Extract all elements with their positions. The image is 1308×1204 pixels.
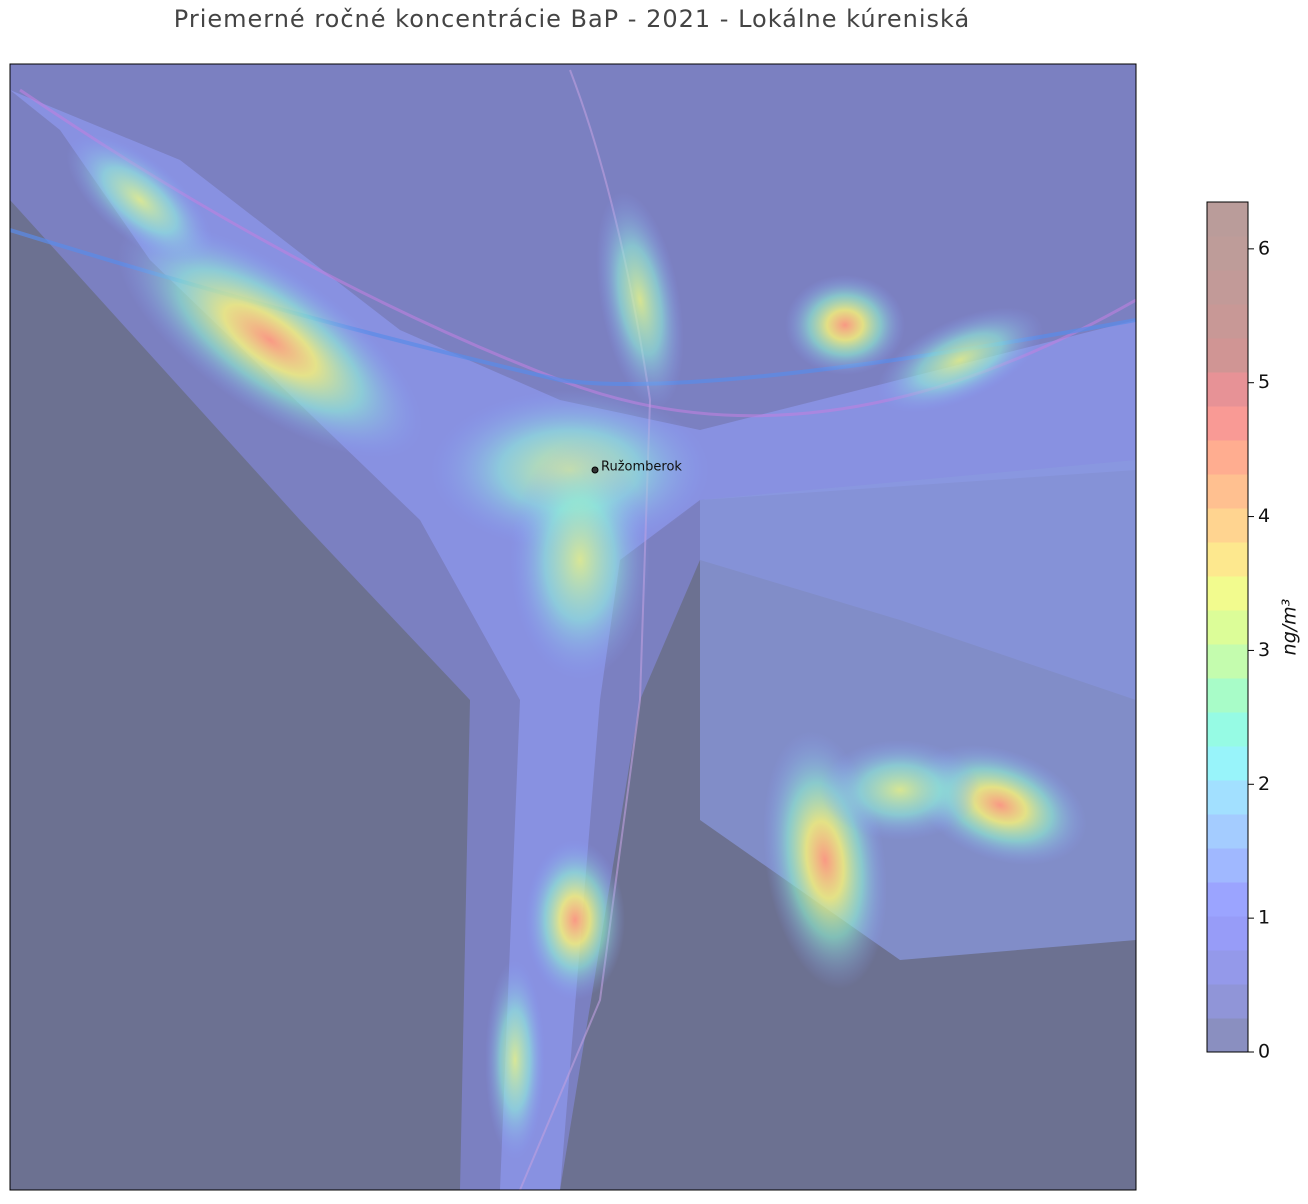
map-frame (9, 63, 1137, 1191)
colorbar-tick-label: 4 (1258, 505, 1270, 527)
colorbar-tick-label: 2 (1258, 773, 1270, 795)
colorbar-tick-label: 3 (1258, 639, 1270, 661)
colorbar-band (1207, 236, 1248, 271)
colorbar-band (1207, 712, 1248, 747)
colorbar-tick-label: 5 (1258, 371, 1270, 393)
colorbar-band (1207, 950, 1248, 985)
colorbar-band (1207, 406, 1248, 441)
colorbar-band (1207, 542, 1248, 577)
colorbar-band (1207, 372, 1248, 407)
colorbar-band (1207, 474, 1248, 509)
colorbar-band (1207, 508, 1248, 543)
colorbar-band (1207, 780, 1248, 815)
colorbar-band (1207, 610, 1248, 645)
colorbar-band (1207, 678, 1248, 713)
colorbar-tick-label: 1 (1258, 907, 1270, 929)
colorbar-frame (1206, 201, 1249, 1053)
colorbar-band (1207, 440, 1248, 475)
colorbar-band (1207, 746, 1248, 781)
colorbar-band (1207, 576, 1248, 611)
colorbar-band (1207, 338, 1248, 373)
colorbar-band (1207, 270, 1248, 305)
place-label: Ružomberok (601, 460, 682, 475)
colorbar-tick-label: 6 (1258, 237, 1270, 259)
map-title: Priemerné ročné koncentrácie BaP - 2021 … (174, 5, 970, 33)
colorbar-band (1207, 814, 1248, 849)
colorbar-band (1207, 984, 1248, 1019)
colorbar-band (1207, 202, 1248, 237)
colorbar-band (1207, 848, 1248, 883)
colorbar-band (1207, 916, 1248, 951)
colorbar-band (1207, 1018, 1248, 1053)
colorbar-tick-label: 0 (1258, 1041, 1270, 1063)
colorbar-label: ng/m³ (1279, 599, 1301, 656)
colorbar-band (1207, 644, 1248, 679)
colorbar-band (1207, 882, 1248, 917)
colorbar-band (1207, 304, 1248, 339)
map: Ružomberok (10, 64, 1136, 1190)
